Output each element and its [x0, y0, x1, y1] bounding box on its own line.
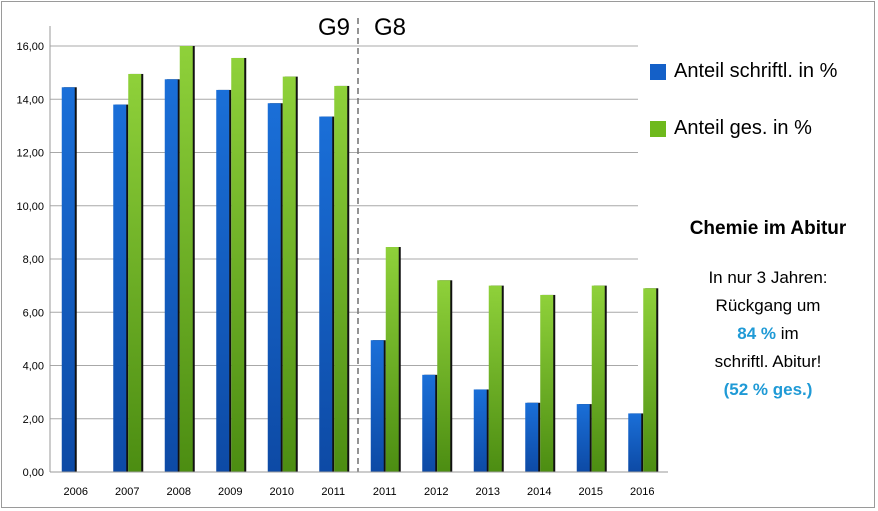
annotation-line-1: In nur 3 Jahren: — [708, 268, 828, 287]
g8-label: G8 — [374, 14, 407, 41]
x-tick-label: 2014 — [527, 486, 551, 498]
bar-ges — [282, 76, 296, 473]
bar-schriftl — [473, 389, 487, 472]
legend-swatch-blue — [650, 63, 666, 80]
bar-ges — [179, 46, 193, 472]
legend-label-ges: Anteil ges. in % — [674, 117, 812, 139]
y-axis-tick-labels: 0,00 2,00 4,00 6,00 8,00 10,00 12,00 14,00 16,00 — [16, 41, 44, 479]
bar-schriftl — [61, 87, 75, 473]
legend-swatch-green — [650, 120, 666, 137]
y-tick-label: 16,00 — [16, 41, 44, 53]
bar-schriftl — [628, 413, 642, 472]
bar-ges — [591, 285, 605, 472]
x-tick-label: 2012 — [424, 486, 448, 498]
bar-schriftl — [319, 116, 333, 473]
y-tick-label: 0,00 — [23, 467, 44, 479]
x-tick-label: 2016 — [630, 486, 654, 498]
bar-ges — [540, 294, 554, 472]
y-tick-label: 8,00 — [23, 254, 44, 266]
x-tick-label: 2010 — [270, 486, 294, 498]
bar-schriftl — [525, 402, 539, 472]
bars — [61, 46, 659, 473]
bar-ges — [231, 57, 245, 472]
annotation-highlight-52: (52 % ges.) — [723, 380, 813, 399]
x-tick-label: 2007 — [115, 486, 139, 498]
bar-schriftl — [113, 104, 127, 472]
g9-label: G9 — [318, 14, 351, 41]
bar-schriftl — [370, 340, 384, 472]
x-tick-label: 2011 — [321, 486, 345, 498]
annotation-line-2: Rückgang um — [715, 296, 821, 315]
annotation-highlight-84: 84 % — [737, 324, 777, 343]
y-tick-label: 2,00 — [23, 414, 44, 426]
bar-ges — [488, 285, 502, 472]
x-tick-label: 2009 — [218, 486, 242, 498]
bar-schriftl — [422, 374, 436, 472]
bar-schriftl — [164, 79, 178, 472]
bar-ges — [334, 85, 348, 472]
x-tick-label: 2013 — [476, 486, 500, 498]
y-tick-label: 12,00 — [16, 148, 44, 160]
legend-item-schriftl: Anteil schriftl. in % — [650, 60, 837, 83]
x-tick-label: 2006 — [64, 486, 88, 498]
x-axis-tick-labels: 2006 2007 2008 2009 2010 2011 2011 2012 2013 2014… — [64, 486, 655, 498]
y-tick-label: 14,00 — [16, 94, 44, 106]
bar-ges — [385, 247, 399, 472]
bar-schriftl — [267, 103, 281, 473]
x-tick-label: 2008 — [167, 486, 191, 498]
bar-ges — [643, 288, 657, 472]
bar-ges — [437, 280, 451, 472]
legend-label-schriftl: Anteil schriftl. in % — [674, 60, 838, 82]
annotation-heading: Chemie im Abitur — [689, 218, 847, 239]
x-tick-label: 2011 — [373, 486, 397, 498]
bar-schriftl — [216, 89, 230, 473]
annotation-line-3: 84 % im — [668, 320, 868, 348]
legend-item-ges: Anteil ges. in % — [650, 117, 812, 140]
bar-schriftl — [576, 404, 590, 472]
y-tick-label: 4,00 — [23, 361, 44, 373]
y-tick-label: 10,00 — [16, 201, 44, 213]
annotation-line-4: schriftl. Abitur! — [714, 352, 822, 371]
x-tick-label: 2015 — [579, 486, 603, 498]
bar-ges — [128, 73, 142, 473]
annotation-line-3-suffix: im — [776, 324, 799, 343]
annotation-box: Chemie im Abitur In nur 3 Jahren: Rückga… — [668, 218, 868, 404]
y-tick-label: 6,00 — [23, 307, 44, 319]
